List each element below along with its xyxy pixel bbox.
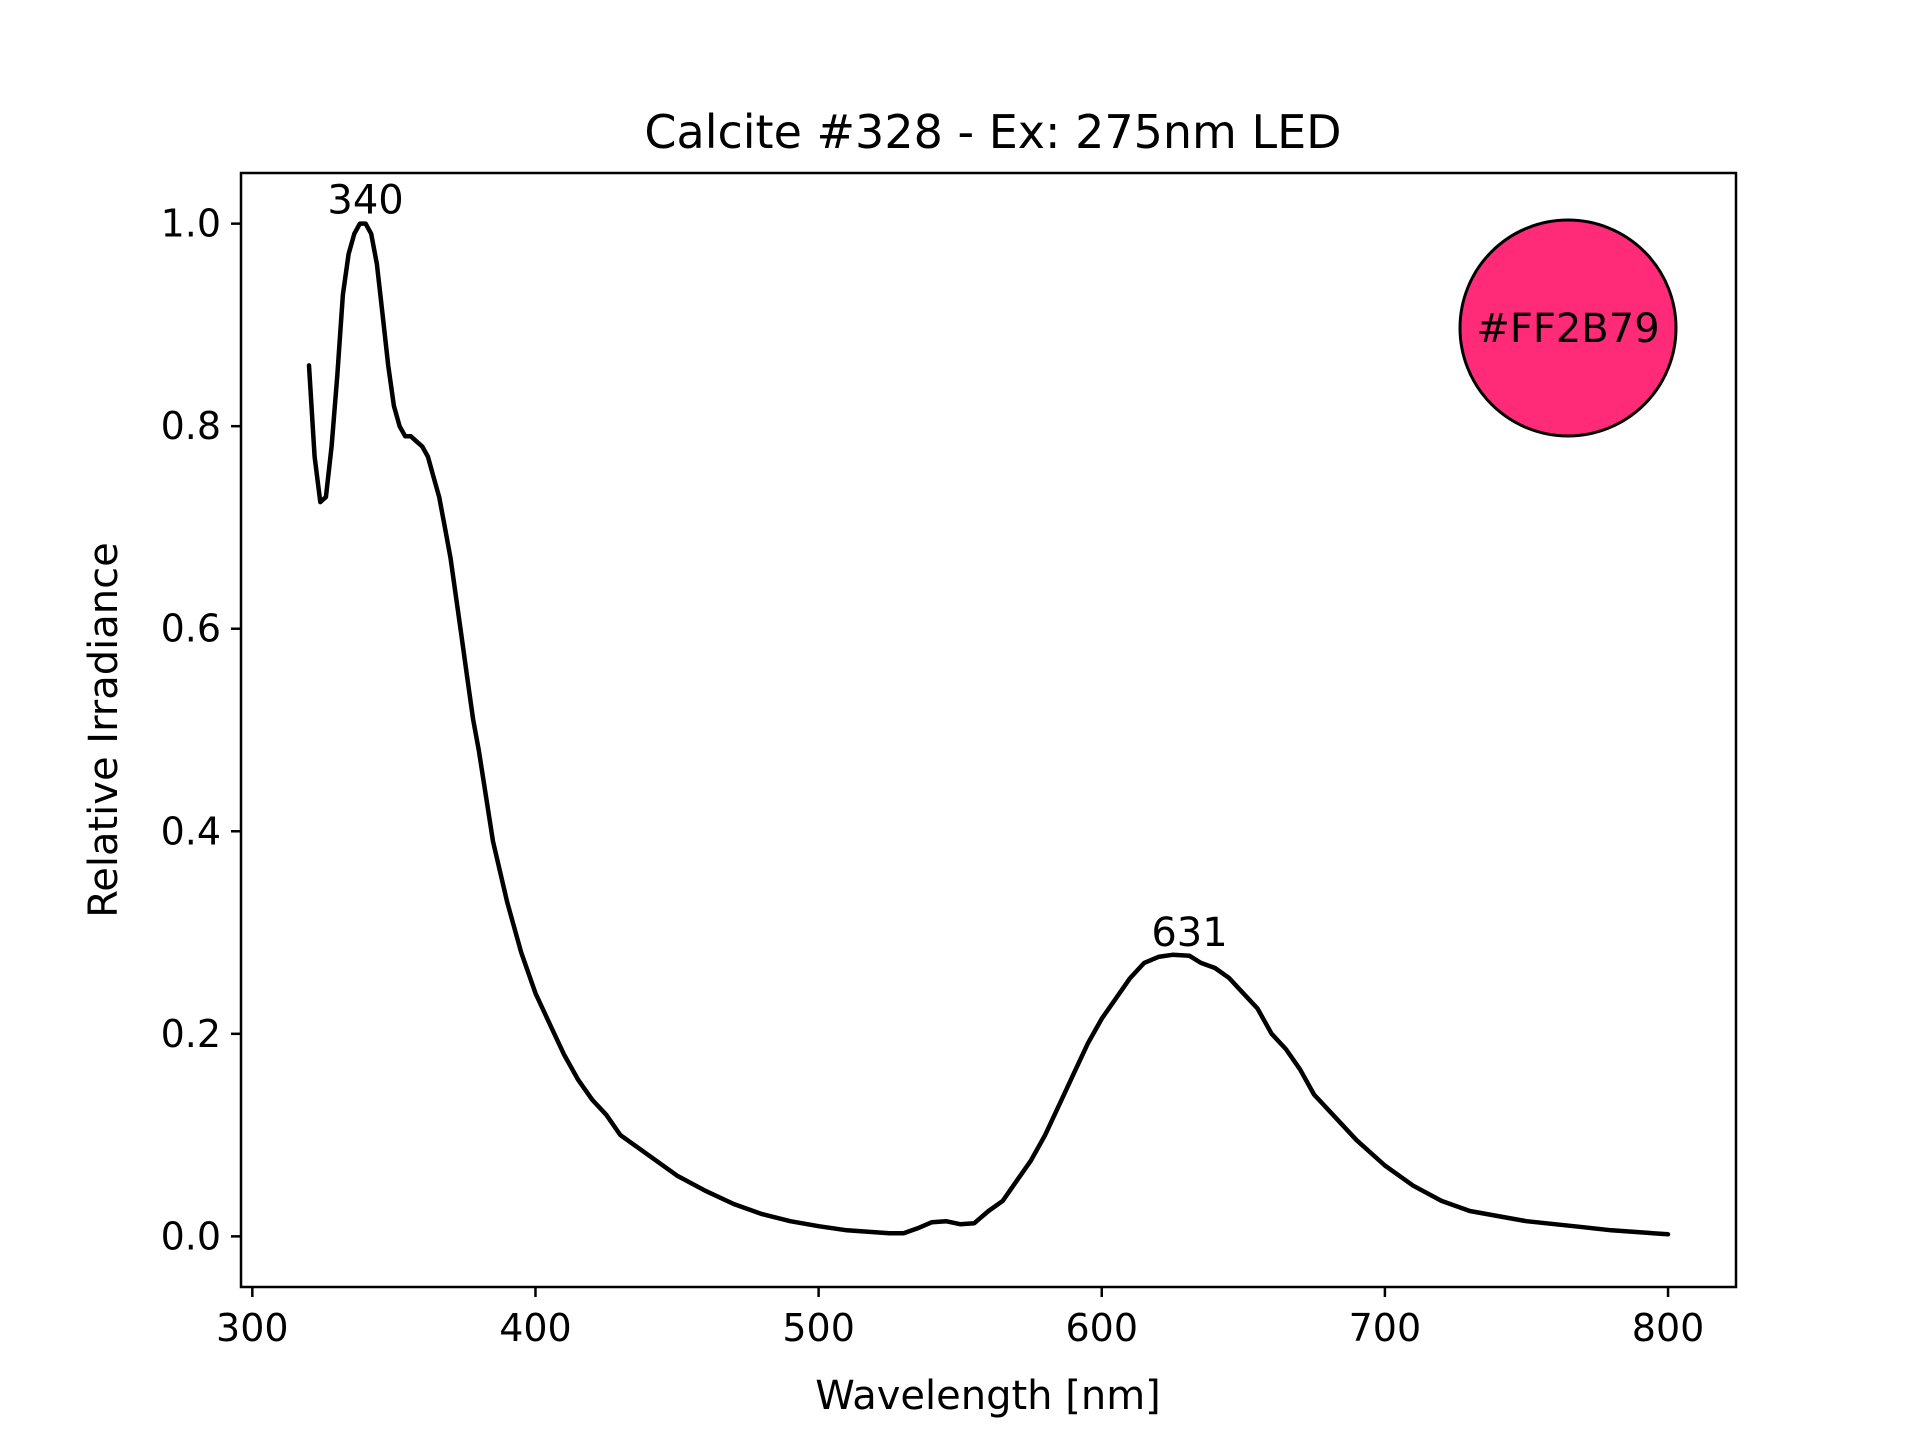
x-tick-label: 700 — [1349, 1306, 1422, 1350]
spectrum-line — [306, 221, 1671, 1237]
color-swatch: #FF2B79 — [1458, 218, 1678, 438]
x-tick-label: 500 — [782, 1306, 855, 1350]
y-axis-ticks: 0.0 0.2 0.4 0.6 0.8 1.0 — [161, 202, 241, 1258]
y-tick-label: 0.6 — [161, 607, 221, 651]
y-tick-label: 0.0 — [161, 1214, 221, 1258]
y-tick-label: 0.2 — [161, 1012, 221, 1056]
plot-area — [306, 221, 1671, 1237]
y-tick-label: 0.8 — [161, 404, 221, 448]
y-axis-label: Relative Irradiance — [81, 542, 127, 918]
chart-title: Calcite #328 - Ex: 275nm LED — [644, 105, 1341, 159]
y-tick-label: 0.4 — [161, 809, 221, 853]
x-tick-label: 800 — [1632, 1306, 1705, 1350]
color-swatch-label: #FF2B79 — [1476, 306, 1659, 352]
x-tick-label: 300 — [216, 1306, 289, 1350]
peak-annotations: 340 631 — [327, 178, 1227, 956]
color-swatch-circle — [1458, 218, 1678, 438]
y-tick-label: 1.0 — [161, 202, 221, 246]
x-axis-label: Wavelength [nm] — [815, 1373, 1161, 1419]
x-tick-label: 600 — [1065, 1306, 1138, 1350]
peak-annotation-label: 340 — [327, 178, 403, 224]
peak-annotation-label: 631 — [1151, 910, 1227, 956]
x-axis-ticks: 300 400 500 600 700 800 — [216, 1287, 1704, 1350]
x-tick-label: 400 — [499, 1306, 572, 1350]
plot-frame — [239, 171, 1738, 1289]
